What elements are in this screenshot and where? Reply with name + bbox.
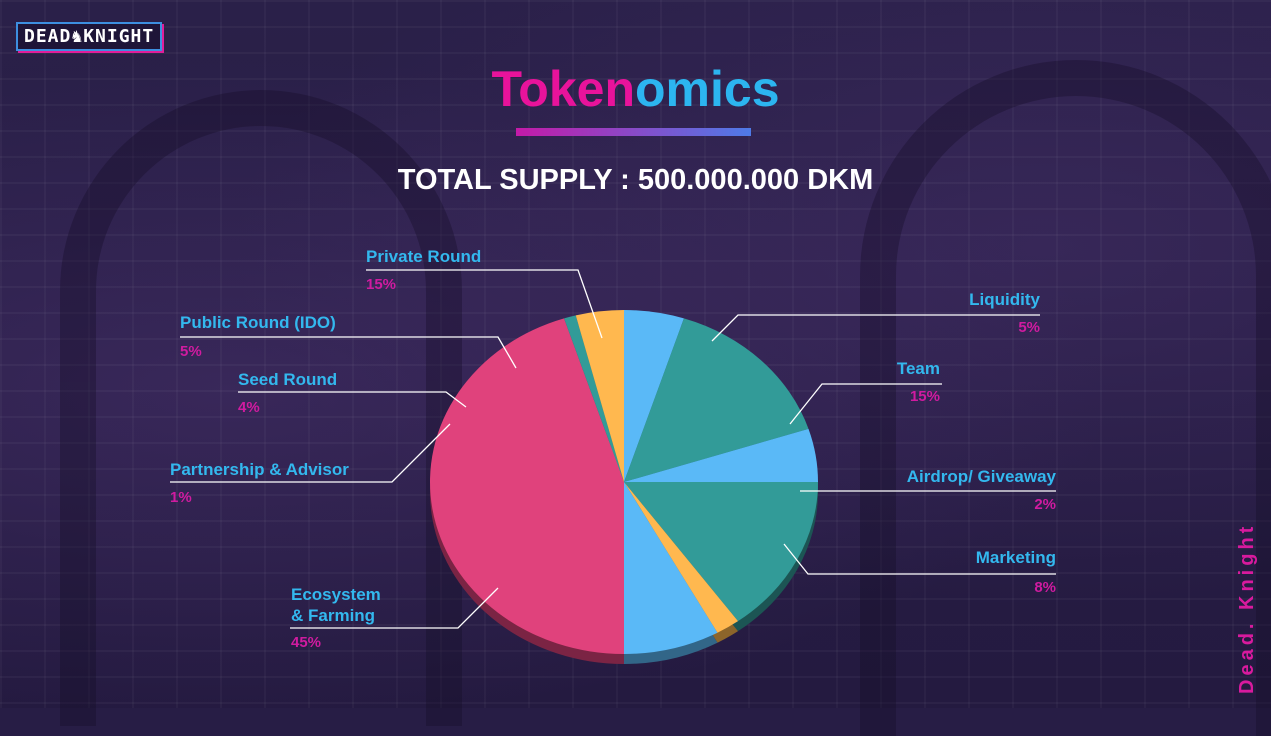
slice-percent: 5%	[1018, 319, 1040, 336]
pie-slice-public-round-ido	[624, 310, 684, 482]
slice-percent: 15%	[909, 388, 940, 405]
slice-label: Seed Round	[238, 370, 338, 389]
logo-text-right: KNIGHT	[83, 26, 155, 47]
pie-slice-airdrop-giveaway	[624, 482, 739, 633]
slice-percent: 4%	[238, 399, 260, 416]
slice-label: Ecosystem & Farming	[291, 585, 381, 625]
tokenomics-pie-chart	[170, 269, 1056, 664]
slice-percent: 15%	[366, 276, 397, 293]
slice-label: Partnership & Advisor	[170, 460, 349, 479]
slice-label: Private Round	[366, 247, 482, 266]
logo-text-left: DEAD	[24, 26, 72, 47]
knight-helmet-icon: ♞	[71, 26, 84, 47]
total-supply: TOTAL SUPPLY : 500.000.000 DKM	[397, 164, 874, 196]
leader-line	[711, 314, 1040, 342]
title-underline	[516, 128, 751, 136]
pie-slice-private-round	[624, 318, 809, 482]
leader-line	[238, 391, 467, 408]
leader-line	[170, 423, 451, 483]
slice-label: Public Round (IDO)	[180, 313, 336, 332]
slice-label: Marketing	[975, 548, 1056, 567]
leader-line	[789, 383, 942, 425]
pie-slice-team	[624, 482, 818, 622]
slice-percent: 8%	[1034, 579, 1056, 596]
page-title: Tokenomics	[0, 60, 1271, 118]
title-part-3: omics	[635, 61, 780, 117]
leader-line	[366, 269, 603, 339]
pie-slice-liquidity	[624, 428, 818, 482]
slice-label: Team	[896, 359, 940, 378]
pie-slice-marketing	[624, 482, 718, 654]
slice-percent: 5%	[180, 343, 202, 360]
pie-slice-ecosystem-farming	[430, 318, 624, 654]
side-brand-text: Dead. Knight	[1236, 522, 1258, 694]
pie-slice-partnership-advisor	[564, 315, 624, 482]
pie-slice-seed-round	[575, 310, 624, 482]
leader-line	[783, 543, 1056, 575]
leader-line	[180, 336, 517, 369]
title-part-2: n	[604, 61, 636, 117]
slice-percent: 2%	[1034, 496, 1056, 513]
slice-label: Liquidity	[969, 290, 1040, 309]
slice-percent: 45%	[291, 634, 322, 651]
slice-percent: 1%	[170, 489, 192, 506]
title-part-1: Toke	[491, 61, 605, 117]
leader-line	[290, 587, 499, 629]
dead-knight-logo: DEAD♞KNIGHT	[16, 22, 163, 51]
slice-label: Airdrop/ Giveaway	[906, 467, 1056, 486]
